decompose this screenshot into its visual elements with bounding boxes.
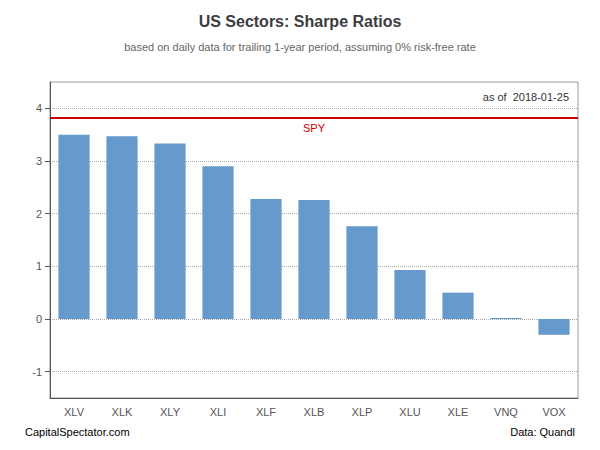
svg-text:SPY: SPY (303, 122, 326, 134)
svg-text:based on daily data for traili: based on daily data for trailing 1-year … (124, 41, 476, 53)
svg-text:XLU: XLU (399, 406, 420, 418)
svg-text:Data: Quandl: Data: Quandl (510, 426, 575, 438)
svg-text:XLI: XLI (210, 406, 227, 418)
svg-text:US Sectors: Sharpe Ratios: US Sectors: Sharpe Ratios (199, 13, 402, 30)
svg-text:2: 2 (36, 208, 42, 220)
svg-text:4: 4 (36, 102, 42, 114)
svg-text:XLV: XLV (64, 406, 85, 418)
svg-text:XLP: XLP (352, 406, 373, 418)
svg-text:XLF: XLF (256, 406, 276, 418)
svg-text:XLB: XLB (304, 406, 325, 418)
svg-text:XLY: XLY (160, 406, 181, 418)
svg-text:-1: -1 (32, 366, 42, 378)
svg-text:3: 3 (36, 155, 42, 167)
svg-text:VNQ: VNQ (494, 406, 518, 418)
svg-text:VOX: VOX (542, 406, 566, 418)
svg-text:as of 2018-01-25: as of 2018-01-25 (483, 91, 569, 103)
svg-text:0: 0 (36, 313, 42, 325)
svg-text:XLK: XLK (112, 406, 133, 418)
svg-text:XLE: XLE (448, 406, 469, 418)
svg-text:CapitalSpectator.com: CapitalSpectator.com (25, 426, 130, 438)
svg-text:1: 1 (36, 260, 42, 272)
